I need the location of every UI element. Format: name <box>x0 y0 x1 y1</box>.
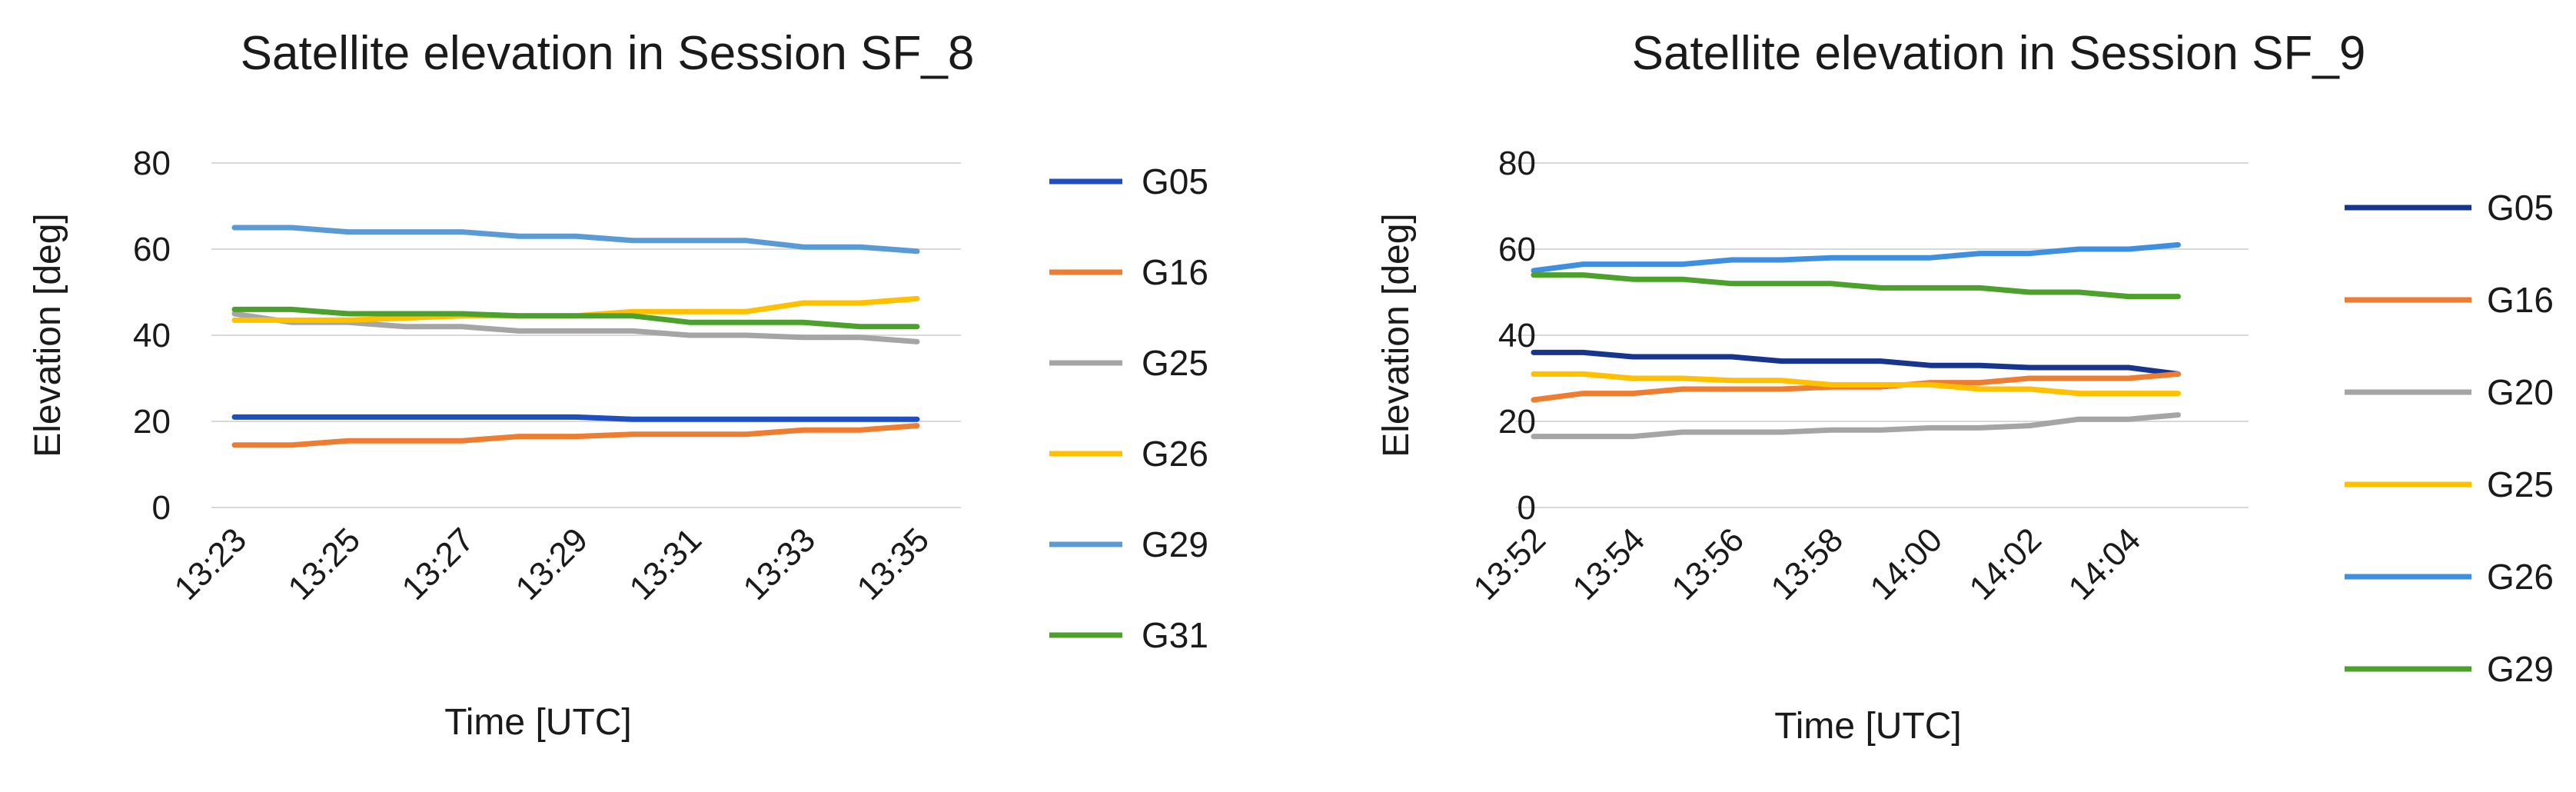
x-tick-label: 13:52 <box>1467 521 1554 607</box>
x-tick-label: 14:00 <box>1863 521 1950 607</box>
x-tick-label: 13:56 <box>1665 521 1752 607</box>
y-tick-label: 0 <box>152 489 171 527</box>
legend-label-g25: G25 <box>1142 343 1208 383</box>
legend-label-g20: G20 <box>2487 372 2554 412</box>
series-line-g05 <box>231 414 920 422</box>
x-tick-label: 13:54 <box>1566 521 1653 607</box>
y-tick-label: 40 <box>133 317 171 354</box>
series-line-g16 <box>231 423 920 448</box>
y-tick-label: 60 <box>133 231 171 268</box>
y-axis-label: Elevation [deg] <box>1376 213 1417 458</box>
series-line-g31 <box>231 306 920 330</box>
legend-label-g16: G16 <box>1142 252 1208 292</box>
y-tick-label: 40 <box>1498 317 1536 354</box>
y-tick-label: 60 <box>1498 231 1536 268</box>
x-tick-label: 13:33 <box>736 521 823 607</box>
legend-label-g25: G25 <box>2487 464 2554 504</box>
x-tick-label: 13:35 <box>850 521 937 607</box>
legend: G05 G16 G25 G26 G29 G31 <box>1049 161 1208 655</box>
x-axis-label: Time [UTC] <box>444 702 632 743</box>
y-tick-label: 20 <box>1498 403 1536 441</box>
series-line-g25 <box>1531 371 2181 397</box>
x-tick-label: 13:29 <box>509 521 596 607</box>
chart-2: Satellite elevation in Session SF_9 0 20 40… <box>1376 27 2554 747</box>
y-tick-label: 0 <box>1517 489 1536 527</box>
series-line-g05 <box>1531 349 2181 377</box>
x-tick-label: 13:58 <box>1764 521 1851 607</box>
legend-label-g26: G26 <box>2487 557 2554 597</box>
series-line-g29 <box>231 225 920 255</box>
x-tick-label: 13:31 <box>623 521 710 607</box>
series-line-g26 <box>1531 241 2181 274</box>
y-tick-label: 80 <box>133 145 171 182</box>
series-line-g20 <box>1531 412 2181 440</box>
series-line-g29 <box>1531 272 2181 300</box>
legend-label-g29: G29 <box>1142 524 1208 564</box>
legend-label-g26: G26 <box>1142 434 1208 474</box>
x-tick-label: 13:23 <box>168 521 254 607</box>
x-tick-label: 14:04 <box>2062 521 2149 607</box>
x-tick-label: 14:02 <box>1963 521 2049 607</box>
legend-label-g31: G31 <box>1142 615 1208 655</box>
x-tick-label: 13:25 <box>281 521 368 607</box>
chart-1: Satellite elevation in Session SF_8 0 20 40… <box>28 27 1208 743</box>
y-tick-label: 20 <box>133 403 171 441</box>
legend: G05 G16 G20 G25 G26 G29 <box>2345 188 2554 689</box>
y-axis-label: Elevation [deg] <box>28 213 68 458</box>
legend-label-g05: G05 <box>1142 161 1208 201</box>
y-tick-label: 80 <box>1498 145 1536 182</box>
legend-label-g29: G29 <box>2487 649 2554 689</box>
legend-label-g16: G16 <box>2487 280 2554 320</box>
legend-label-g05: G05 <box>2487 188 2554 228</box>
x-tick-label: 13:27 <box>395 521 482 607</box>
chart-title: Satellite elevation in Session SF_9 <box>1632 27 2366 80</box>
chart-title: Satellite elevation in Session SF_8 <box>241 27 975 80</box>
x-axis-label: Time [UTC] <box>1774 706 1962 747</box>
